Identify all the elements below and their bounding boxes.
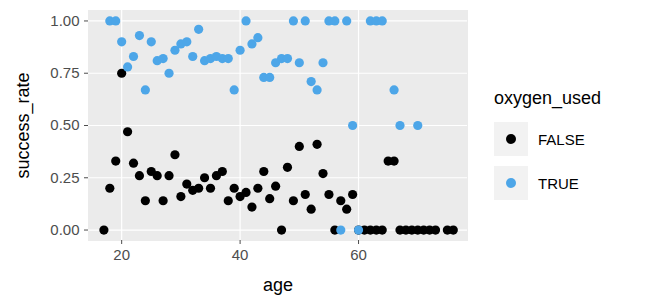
svg-text:success_rate: success_rate: [13, 72, 34, 178]
svg-text:age: age: [263, 275, 293, 295]
svg-text:0.00: 0.00: [50, 221, 79, 238]
svg-text:0.75: 0.75: [50, 64, 79, 81]
svg-text:20: 20: [113, 246, 130, 263]
html-text:FALSE: FALSE: [538, 130, 585, 148]
svg-text:40: 40: [232, 246, 249, 263]
svg-text:1.00: 1.00: [50, 12, 79, 29]
svg-text:60: 60: [350, 246, 367, 263]
svg-text:0.25: 0.25: [50, 169, 79, 186]
svg-text:0.50: 0.50: [50, 116, 79, 133]
html-text:oxygen_used: oxygen_used: [494, 88, 602, 108]
html-text:TRUE: TRUE: [538, 174, 579, 192]
